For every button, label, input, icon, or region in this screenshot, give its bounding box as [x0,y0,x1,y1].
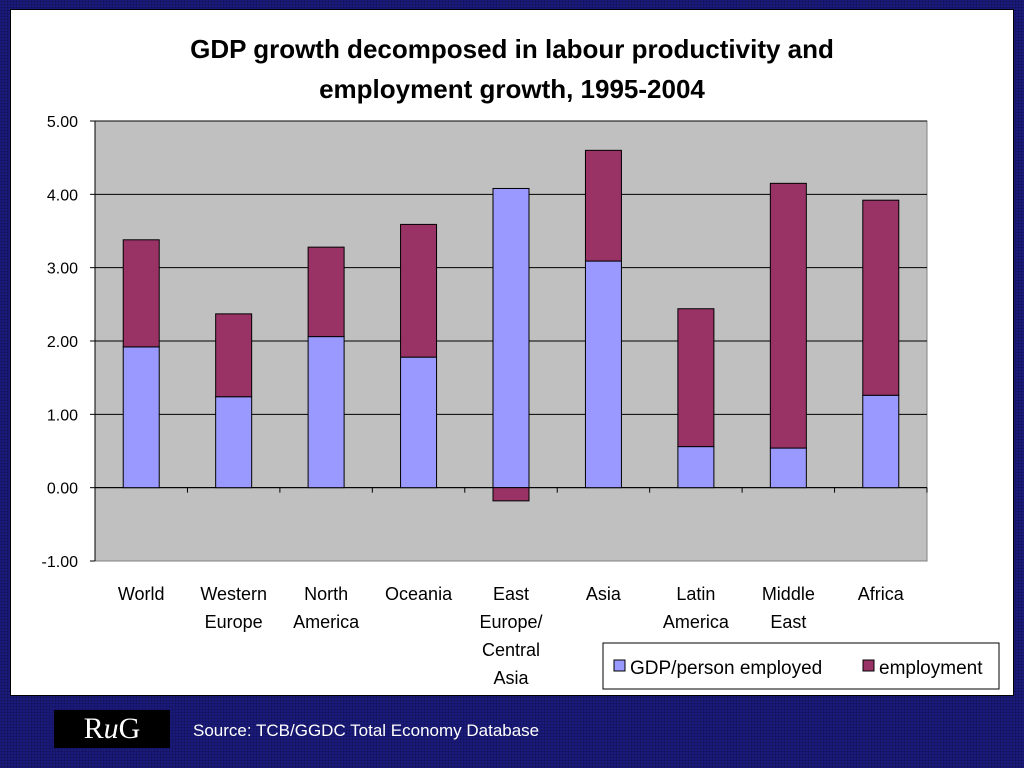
bar-gdp-per-person-employed [769,447,807,489]
x-tick-label: Oceania [385,584,453,604]
legend-swatch [862,659,875,672]
bar-employment [769,182,807,449]
x-tick-label: Central [482,640,540,660]
bar-gdp-per-person-employed [122,346,160,489]
x-tick-label: Middle [762,584,815,604]
legend-label: employment [879,658,983,679]
y-tick-label: 2.00 [47,334,78,351]
x-tick-label: World [118,584,165,604]
bar-gdp-per-person-employed [307,336,345,489]
y-tick-label: 0.00 [47,481,78,498]
y-tick-label: 3.00 [47,261,78,278]
x-tick-label: Europe [205,612,263,632]
y-tick-label: 4.00 [47,187,78,204]
bar-employment [122,239,160,348]
legend-swatch [613,659,626,672]
x-tick-label: America [663,612,730,632]
y-tick-label: 5.00 [47,114,78,131]
chart-title-line: employment growth, 1995-2004 [319,74,705,104]
x-tick-label: North [304,584,348,604]
bar-employment [400,223,438,358]
bar-employment [307,246,345,338]
x-tick-label: East [493,584,529,604]
source-note: Source: TCB/GGDC Total Economy Database [193,721,540,740]
x-tick-label: Asia [493,668,529,688]
bar-gdp-per-person-employed [677,446,715,489]
bar-employment [215,313,253,398]
x-tick-label: Western [200,584,267,604]
y-tick-label: 1.00 [47,407,78,424]
chart-title-line: GDP growth decomposed in labour producti… [190,34,834,64]
x-tick-label: Latin [676,584,715,604]
x-tick-label: America [293,612,360,632]
bar-gdp-per-person-employed [584,260,622,489]
bar-employment [862,199,900,396]
x-tick-label: Europe/ [479,612,542,632]
legend-label: GDP/person employed [630,658,822,679]
bar-employment [584,149,622,262]
bar-gdp-per-person-employed [215,396,253,489]
bar-gdp-per-person-employed [492,187,530,489]
y-tick-label: -1.00 [42,554,79,571]
x-tick-label: Africa [858,584,905,604]
x-tick-label: East [770,612,806,632]
bar-gdp-per-person-employed [400,356,438,489]
legend-box [602,642,1000,690]
bar-gdp-per-person-employed [862,394,900,489]
x-tick-label: Asia [586,584,622,604]
bar-employment [492,487,530,502]
bar-employment [677,308,715,448]
